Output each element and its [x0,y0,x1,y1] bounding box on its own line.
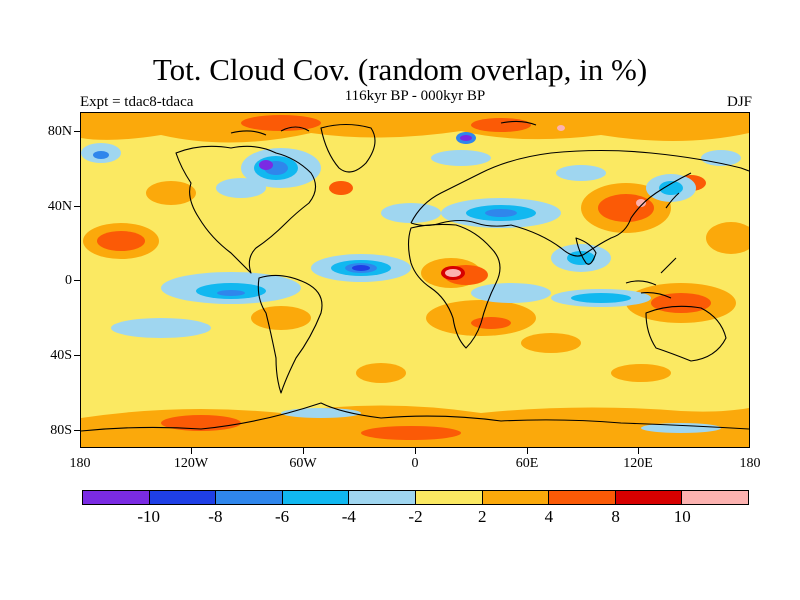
colorbar-box [549,491,616,504]
field-darkblue-patches [93,132,517,296]
colorbar-label: -2 [408,507,423,526]
colorbar-label: 10 [673,507,691,526]
colorbar-box [83,491,150,504]
lat-label-0: 0 [65,273,72,288]
season-label: DJF [726,94,752,110]
colorbar-box [615,491,683,504]
colorbar-box [282,491,350,504]
lon-label-60e: 60E [515,456,539,471]
lon-tick [415,448,416,454]
lat-label-80n: 80N [47,124,72,139]
colorbar-box [349,491,416,504]
lon-label-60w: 60W [289,456,317,471]
colorbar-box [415,491,483,504]
colorbar-label: 4 [544,507,554,526]
lat-tick [74,131,80,132]
experiment-label: Expt = tdac8-tdaca [80,94,194,110]
colorbar-box [149,491,217,504]
lat-tick [74,206,80,207]
lon-label-120e: 120E [623,456,653,471]
lat-label-80s: 80S [50,423,72,438]
lon-label-0: 0 [411,456,419,471]
colorbar-box [216,491,283,504]
lon-tick [303,448,304,454]
lon-label-120w: 120W [173,456,209,471]
colorbar-label: -10 [137,507,161,526]
map-panel [80,112,750,448]
lon-tick [191,448,192,454]
lat-tick [74,430,80,431]
colorbar-label: 8 [611,507,620,526]
lat-label-40n: 40N [47,199,72,214]
plot-subtitle: 116kyr BP - 000kyr BP [344,88,486,104]
lon-tick [638,448,639,454]
colorbar-label: -6 [275,507,290,526]
colorbar-box [682,491,748,504]
lon-label-180e: 180 [739,456,761,471]
colorbar-label: -4 [341,507,356,526]
colorbar-label: 2 [477,507,487,526]
lat-tick [74,280,80,281]
colorbar-label: -8 [208,507,223,526]
plot-title: Tot. Cloud Cov. (random overlap, in %) [152,52,648,87]
lon-label-180w: 180 [69,456,91,471]
lon-tick [527,448,528,454]
map-field [81,113,749,447]
colorbar-box [482,491,550,504]
lat-tick [74,355,80,356]
colorbar [82,490,749,505]
coastlines [81,120,749,432]
lat-label-40s: 40S [50,348,72,363]
